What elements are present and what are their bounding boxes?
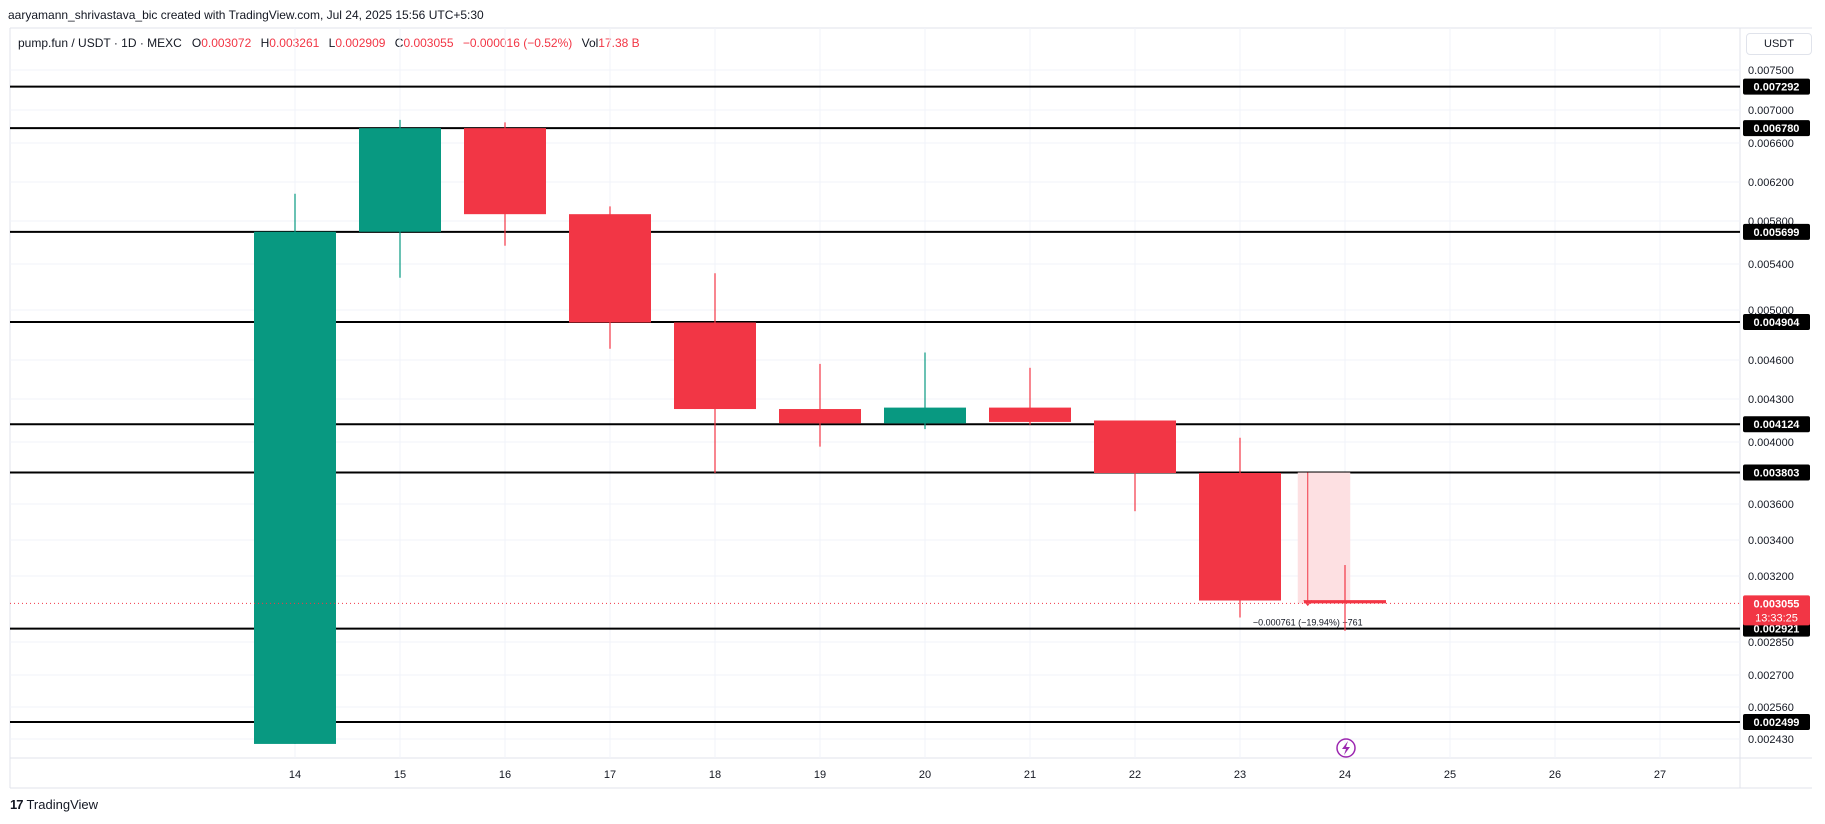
level-badge-text: 0.006780 xyxy=(1754,123,1800,135)
candle-body xyxy=(1094,420,1176,473)
level-badge-text: 0.002921 xyxy=(1754,624,1800,636)
y-tick-label: 0.004600 xyxy=(1748,355,1794,367)
y-tick-label: 0.007500 xyxy=(1748,65,1794,77)
level-badge xyxy=(1743,416,1810,433)
price-range-measure: −0.000761 (−19.94%) −761 xyxy=(1253,472,1363,627)
y-tick-label: 0.004000 xyxy=(1748,437,1794,449)
level-badge-text: 0.002499 xyxy=(1754,717,1800,729)
open-label: O xyxy=(191,36,202,50)
y-tick-label: 0.003200 xyxy=(1748,571,1794,583)
level-badge-text: 0.005699 xyxy=(1754,227,1800,239)
x-tick-label: 15 xyxy=(394,769,406,781)
open-value: 0.003072 xyxy=(201,36,252,50)
high-label: H xyxy=(260,36,270,50)
candle-body xyxy=(1304,600,1386,604)
x-tick-label: 23 xyxy=(1234,769,1246,781)
x-tick-label: 26 xyxy=(1549,769,1561,781)
level-badges: 0.007292 0.006780 0.005699 0.004904 0.004124… xyxy=(1743,78,1810,731)
y-tick-label: 0.002850 xyxy=(1748,637,1794,649)
candle-body xyxy=(464,128,546,215)
high-value: 0.003261 xyxy=(269,36,320,50)
x-tick-label: 27 xyxy=(1654,769,1666,781)
level-badge-text: 0.004124 xyxy=(1754,419,1801,431)
volume-value: 17.38 B xyxy=(598,36,640,50)
y-tick-label: 0.003400 xyxy=(1748,535,1794,547)
price-axis: 0.0075000.0070000.0066000.0062000.005800… xyxy=(1748,65,1794,746)
y-tick-label: 0.006600 xyxy=(1748,138,1794,150)
y-tick-label: 0.002430 xyxy=(1748,734,1794,746)
level-badge xyxy=(1743,464,1810,481)
level-badge xyxy=(1743,78,1810,95)
x-tick-label: 22 xyxy=(1129,769,1141,781)
y-tick-label: 0.007000 xyxy=(1748,105,1794,117)
tradingview-logo[interactable]: 17 TradingView xyxy=(10,797,98,812)
x-tick-label: 18 xyxy=(709,769,721,781)
level-badge-text: 0.007292 xyxy=(1754,82,1800,94)
countdown-text: 13:33:25 xyxy=(1755,612,1798,624)
close-label: C xyxy=(394,36,404,50)
currency-button[interactable]: USDT xyxy=(1746,33,1812,55)
tradingview-logo-mark: 17 xyxy=(10,797,24,812)
y-tick-label: 0.004300 xyxy=(1748,394,1794,406)
chart-attribution: aaryamann_shrivastava_bic created with T… xyxy=(8,8,484,22)
change-value: −0.000016 (−0.52%) xyxy=(462,36,573,50)
measure-box xyxy=(1297,472,1351,604)
candle-body xyxy=(569,214,651,323)
x-tick-label: 24 xyxy=(1339,769,1351,781)
chart-grid xyxy=(9,27,1812,789)
level-badge xyxy=(1743,223,1810,240)
lightning-icon[interactable] xyxy=(1336,738,1356,758)
candle-body xyxy=(674,322,756,410)
time-axis: 14 15 16 17 18 19 20 21 22 23 24 25 26 27 xyxy=(289,769,1666,781)
x-tick-label: 17 xyxy=(604,769,616,781)
candle-body xyxy=(1199,473,1281,601)
x-tick-label: 14 xyxy=(289,769,301,781)
candle-body xyxy=(884,407,966,424)
y-tick-label: 0.002700 xyxy=(1748,670,1794,682)
x-tick-label: 19 xyxy=(814,769,826,781)
symbol-legend: pump.fun / USDT · 1D · MEXC O0.003072 H0… xyxy=(18,36,646,50)
y-tick-label: 0.006200 xyxy=(1748,177,1794,189)
level-badge xyxy=(1743,714,1810,731)
measure-label: −0.000761 (−19.94%) −761 xyxy=(1253,617,1363,627)
candle-body xyxy=(989,407,1071,422)
x-tick-label: 25 xyxy=(1444,769,1456,781)
level-badge xyxy=(1743,120,1810,137)
x-tick-label: 16 xyxy=(499,769,511,781)
x-tick-label: 21 xyxy=(1024,769,1036,781)
symbol-name[interactable]: pump.fun / USDT · 1D · MEXC xyxy=(18,36,182,50)
low-value: 0.002909 xyxy=(335,36,386,50)
volume-label: Vol xyxy=(581,36,599,50)
tradingview-logo-text: TradingView xyxy=(26,797,99,812)
y-tick-label: 0.002560 xyxy=(1748,702,1794,714)
current-price-badge xyxy=(1743,595,1810,626)
low-label: L xyxy=(328,36,336,50)
candle-body xyxy=(779,409,861,424)
level-badge-text: 0.004904 xyxy=(1754,317,1801,329)
level-badge xyxy=(1743,314,1810,330)
y-tick-label: 0.003600 xyxy=(1748,499,1794,511)
level-badge-text: 0.003803 xyxy=(1754,468,1800,480)
x-tick-label: 20 xyxy=(919,769,931,781)
candle-body xyxy=(254,231,336,744)
current-price-text: 0.003055 xyxy=(1754,598,1800,610)
candlestick-series xyxy=(254,119,1386,744)
y-tick-label: 0.005400 xyxy=(1748,259,1794,271)
close-value: 0.003055 xyxy=(403,36,454,50)
candle-body xyxy=(359,128,441,232)
